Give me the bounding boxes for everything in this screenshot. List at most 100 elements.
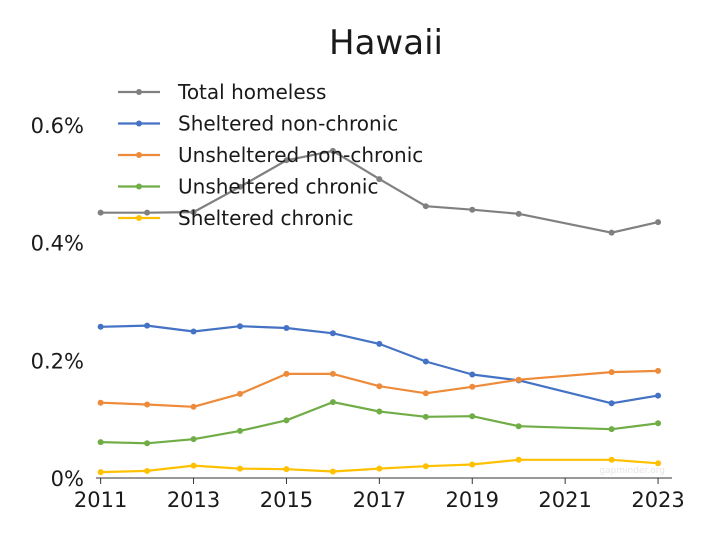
legend-swatch-marker (136, 152, 142, 158)
data-point (144, 401, 151, 408)
data-point (608, 400, 615, 407)
x-tick-label: 2017 (353, 488, 406, 512)
data-point (144, 440, 151, 447)
data-point (655, 460, 662, 467)
legend-item-unsheltered-chronic: Unsheltered chronic (118, 175, 378, 199)
legend-swatch-marker (136, 215, 142, 221)
series-unsheltered-chronic (97, 399, 662, 447)
legend: Total homeless Sheltered non-chronic Unshe… (118, 80, 423, 230)
data-point (376, 383, 383, 390)
chart-title: Hawaii (329, 23, 443, 63)
data-point (469, 413, 476, 420)
legend-item-total-homeless: Total homeless (118, 80, 326, 104)
data-point (97, 399, 104, 406)
series-sheltered-non-chronic (97, 322, 662, 407)
data-point (283, 466, 290, 473)
data-point (469, 206, 476, 213)
data-point (237, 183, 243, 190)
legend-swatch-marker (136, 120, 142, 127)
data-point (655, 392, 662, 399)
legend-swatch-marker (136, 183, 142, 190)
data-point (422, 358, 429, 365)
legend-item-unsheltered-non-chronic: Unsheltered non-chronic (118, 143, 423, 167)
data-point (422, 413, 429, 420)
data-point (422, 390, 429, 397)
legend-label: Sheltered chronic (178, 206, 353, 230)
data-point (608, 369, 615, 376)
x-tick-label: 2011 (74, 488, 127, 512)
data-point (283, 370, 290, 377)
axes: 2011 2013 2015 2017 2019 2021 2023 0% 0.2% 0.4% 0.… (31, 114, 685, 512)
y-tick-label: 0.4% (31, 232, 84, 256)
data-point (608, 426, 615, 433)
data-point (515, 376, 522, 383)
data-point (97, 439, 104, 446)
data-point (376, 408, 383, 415)
data-point (329, 399, 336, 406)
data-point (376, 465, 383, 472)
data-point (329, 147, 336, 154)
data-point (422, 203, 429, 210)
data-point (422, 463, 429, 470)
data-point (608, 229, 615, 236)
data-point (376, 340, 383, 347)
data-point (469, 371, 476, 378)
series-line-sheltered-non-chronic (100, 324, 659, 405)
watermark: gapminder.org (599, 466, 665, 476)
data-point (329, 468, 336, 475)
series-unsheltered-non-chronic (97, 367, 662, 410)
data-point (97, 323, 104, 330)
series-total-homeless (97, 147, 662, 236)
data-point (655, 420, 662, 427)
series-line-unsheltered-chronic (100, 401, 659, 445)
x-tick-label: 2021 (538, 488, 591, 512)
data-point (237, 465, 243, 472)
data-point (190, 328, 197, 335)
data-point (283, 157, 290, 164)
data-point (190, 462, 197, 469)
data-point (283, 324, 290, 331)
data-point (237, 323, 243, 330)
series-line-unsheltered-non-chronic (100, 369, 659, 408)
data-point (515, 423, 522, 430)
x-tick-label: 2023 (631, 488, 684, 512)
data-point (144, 467, 151, 474)
legend-item-sheltered-chronic: Sheltered chronic (118, 206, 353, 230)
x-tick-label: 2013 (167, 488, 220, 512)
data-point (515, 456, 522, 463)
data-point (97, 209, 104, 216)
legend-item-sheltered-non-chronic: Sheltered non-chronic (118, 112, 398, 136)
data-point (469, 461, 476, 468)
data-point (329, 330, 336, 337)
data-point (515, 210, 522, 217)
x-tick-label: 2019 (446, 488, 499, 512)
legend-label: Unsheltered non-chronic (178, 143, 423, 167)
data-point (144, 209, 151, 216)
data-point (283, 417, 290, 424)
y-tick-label: 0.2% (31, 349, 84, 373)
legend-label: Total homeless (177, 80, 326, 104)
data-point (469, 383, 476, 390)
y-tick-label: 0.6% (31, 114, 84, 138)
legend-label: Sheltered non-chronic (178, 112, 398, 136)
data-point (190, 436, 197, 443)
data-point (655, 219, 662, 226)
data-point (237, 427, 243, 434)
legend-label: Unsheltered chronic (178, 175, 378, 199)
data-point (190, 209, 197, 216)
series-sheltered-chronic (97, 456, 662, 476)
data-point (655, 367, 662, 374)
series-line-total-homeless (100, 149, 659, 234)
data-point (608, 456, 615, 463)
x-tick-label: 2015 (260, 488, 313, 512)
data-point (144, 322, 151, 329)
data-point (190, 403, 197, 410)
series-line-sheltered-chronic (100, 458, 659, 474)
data-point (237, 390, 243, 397)
legend-swatch-marker (136, 89, 142, 95)
data-point (329, 370, 336, 377)
series-lines (97, 147, 662, 476)
data-point (376, 176, 383, 183)
data-point (97, 469, 104, 476)
